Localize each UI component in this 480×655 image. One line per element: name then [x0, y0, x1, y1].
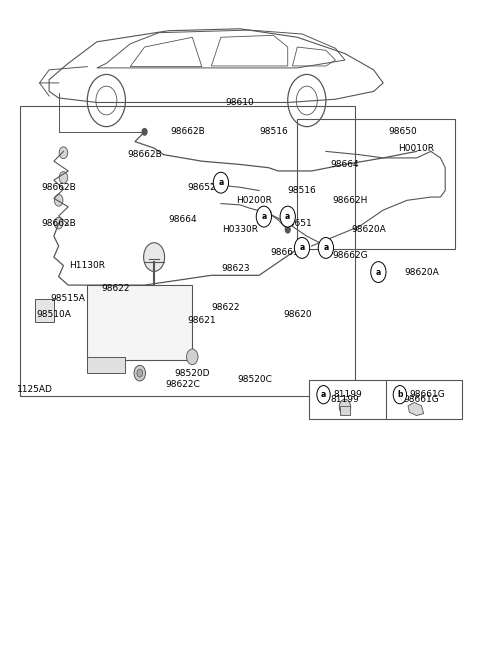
Polygon shape: [408, 403, 424, 415]
Bar: [21, 105, 355, 396]
Circle shape: [294, 238, 310, 258]
Text: 98661G: 98661G: [404, 395, 439, 403]
Text: 98650: 98650: [388, 127, 417, 136]
Text: 98664: 98664: [331, 160, 360, 169]
Text: 1125AD: 1125AD: [17, 385, 53, 394]
Circle shape: [54, 217, 63, 229]
Circle shape: [54, 195, 63, 206]
Text: 98662B: 98662B: [41, 219, 76, 228]
Bar: [297, 119, 455, 250]
Circle shape: [285, 227, 290, 233]
Circle shape: [144, 243, 165, 271]
Circle shape: [317, 386, 330, 404]
Text: H0200R: H0200R: [236, 196, 272, 205]
Circle shape: [266, 210, 271, 217]
Text: H0330R: H0330R: [222, 225, 258, 234]
Circle shape: [339, 400, 351, 415]
Text: 98610: 98610: [226, 98, 254, 107]
Text: 98623: 98623: [221, 265, 250, 273]
Text: 98520C: 98520C: [237, 375, 272, 384]
Circle shape: [324, 243, 328, 250]
Text: 98664: 98664: [168, 215, 197, 225]
Text: 81199: 81199: [333, 390, 362, 399]
Circle shape: [218, 181, 223, 187]
Text: 98620A: 98620A: [404, 267, 439, 276]
Circle shape: [318, 238, 334, 258]
Text: a: a: [218, 178, 224, 187]
Circle shape: [216, 178, 226, 191]
Circle shape: [393, 386, 407, 404]
Text: 98622C: 98622C: [165, 380, 200, 389]
Text: 98516: 98516: [288, 186, 316, 195]
Text: 98662B: 98662B: [127, 150, 162, 159]
Text: a: a: [376, 267, 381, 276]
Text: 98520D: 98520D: [175, 369, 210, 378]
Text: a: a: [323, 244, 328, 252]
Circle shape: [187, 349, 198, 365]
Bar: [35, 299, 54, 322]
Bar: [309, 380, 462, 419]
Text: 98662B: 98662B: [170, 127, 205, 136]
Text: 98662B: 98662B: [41, 183, 76, 192]
Bar: [340, 405, 350, 415]
Bar: [87, 357, 125, 373]
Text: b: b: [397, 390, 403, 399]
Text: a: a: [285, 212, 290, 221]
Circle shape: [134, 365, 145, 381]
Text: 98661A: 98661A: [270, 248, 305, 257]
Text: 98515A: 98515A: [51, 293, 85, 303]
Text: 98651: 98651: [283, 219, 312, 228]
FancyBboxPatch shape: [87, 285, 192, 360]
Circle shape: [59, 172, 68, 183]
Text: H1130R: H1130R: [69, 261, 105, 270]
Circle shape: [280, 206, 295, 227]
Circle shape: [142, 128, 147, 135]
Text: a: a: [300, 244, 305, 252]
Text: 98621: 98621: [188, 316, 216, 326]
Circle shape: [59, 147, 68, 159]
Text: H0010R: H0010R: [398, 143, 434, 153]
Text: 98620: 98620: [283, 310, 312, 319]
Circle shape: [371, 261, 386, 282]
Text: 98622: 98622: [102, 284, 130, 293]
Text: 98620A: 98620A: [351, 225, 386, 234]
Text: 98622: 98622: [211, 303, 240, 312]
Text: a: a: [261, 212, 266, 221]
Text: 98516: 98516: [259, 127, 288, 136]
Text: 98662G: 98662G: [332, 252, 368, 260]
Text: 98661G: 98661G: [409, 390, 445, 399]
Text: 98652: 98652: [188, 183, 216, 192]
Circle shape: [137, 369, 143, 377]
Text: 81199: 81199: [331, 395, 360, 403]
Text: a: a: [321, 390, 326, 399]
Circle shape: [256, 206, 272, 227]
Circle shape: [213, 172, 228, 193]
Text: 98662H: 98662H: [332, 196, 368, 205]
Text: 98510A: 98510A: [36, 310, 72, 319]
